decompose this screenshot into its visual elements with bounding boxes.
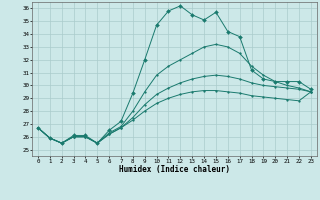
X-axis label: Humidex (Indice chaleur): Humidex (Indice chaleur) <box>119 165 230 174</box>
